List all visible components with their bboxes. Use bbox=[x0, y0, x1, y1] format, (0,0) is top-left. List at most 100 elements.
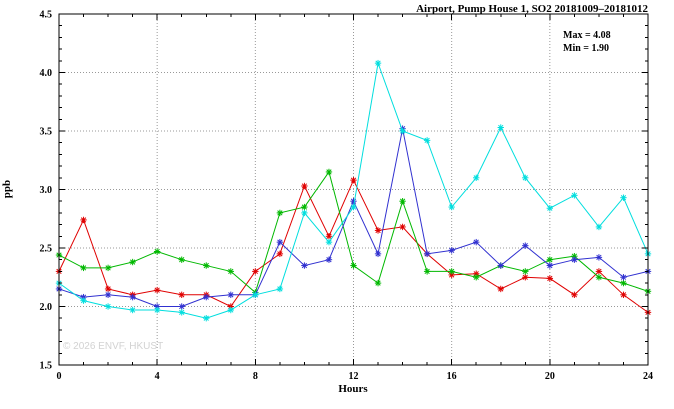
data-point-marker bbox=[571, 292, 578, 298]
data-point-marker bbox=[326, 257, 332, 263]
chart-stats-annotation: Max = 4.08 Min = 1.90 bbox=[563, 29, 611, 55]
x-tick-label: 24 bbox=[643, 371, 653, 382]
data-point-marker bbox=[80, 217, 87, 223]
data-point-marker bbox=[277, 210, 283, 216]
data-point-marker bbox=[473, 175, 479, 181]
data-point-marker bbox=[449, 268, 455, 275]
data-point-marker bbox=[449, 204, 455, 210]
data-point-marker bbox=[277, 239, 283, 245]
data-point-marker bbox=[129, 294, 136, 300]
data-point-marker bbox=[179, 309, 185, 316]
data-point-marker bbox=[620, 195, 627, 201]
green-series-line bbox=[58, 170, 649, 294]
data-point-marker bbox=[424, 137, 430, 144]
annotation-max: Max = 4.08 bbox=[563, 30, 611, 41]
y-tick-label: 2.5 bbox=[40, 244, 53, 255]
data-point-marker bbox=[571, 192, 578, 199]
data-point-marker bbox=[129, 307, 136, 313]
data-point-marker bbox=[179, 257, 185, 263]
watermark: © 2026 ENVF, HKUST bbox=[63, 341, 164, 352]
x-axis-label: Hours bbox=[338, 383, 368, 395]
data-point-marker bbox=[596, 254, 602, 261]
data-point-marker bbox=[350, 204, 357, 210]
y-tick-label: 2.0 bbox=[40, 302, 53, 313]
y-tick-label: 1.5 bbox=[40, 361, 53, 372]
data-point-marker bbox=[301, 210, 308, 216]
data-point-marker bbox=[547, 275, 553, 282]
data-point-marker bbox=[571, 257, 578, 263]
y-tick-label: 3.0 bbox=[40, 185, 53, 196]
data-point-marker bbox=[399, 128, 406, 134]
y-tick-label: 3.5 bbox=[40, 127, 53, 138]
data-point-marker bbox=[277, 286, 283, 292]
data-point-marker bbox=[522, 274, 528, 280]
data-point-marker bbox=[301, 183, 308, 189]
data-point-marker bbox=[301, 262, 308, 269]
y-axis-label: ppb bbox=[1, 179, 13, 199]
data-point-marker bbox=[596, 224, 602, 230]
annotation-min: Min = 1.90 bbox=[563, 43, 609, 54]
data-point-marker bbox=[547, 205, 553, 211]
data-point-marker bbox=[203, 315, 209, 321]
data-point-marker bbox=[498, 286, 504, 292]
data-point-marker bbox=[375, 60, 381, 66]
x-tick-label: 0 bbox=[57, 371, 62, 382]
data-point-marker bbox=[596, 274, 602, 280]
data-point-marker bbox=[473, 274, 479, 280]
data-point-marker bbox=[154, 248, 160, 255]
data-point-marker bbox=[350, 177, 357, 183]
y-tick-label: 4.5 bbox=[40, 10, 53, 21]
data-point-marker bbox=[252, 268, 258, 275]
data-point-marker bbox=[498, 124, 504, 131]
data-point-marker bbox=[620, 274, 627, 280]
data-point-marker bbox=[424, 251, 430, 257]
data-point-marker bbox=[179, 303, 185, 310]
data-point-marker bbox=[620, 280, 627, 286]
data-point-marker bbox=[203, 262, 209, 269]
data-point-marker bbox=[129, 259, 136, 265]
data-point-marker bbox=[620, 292, 627, 298]
data-point-marker bbox=[547, 262, 553, 269]
data-point-marker bbox=[522, 268, 528, 275]
data-point-marker bbox=[105, 286, 111, 292]
data-point-marker bbox=[326, 233, 332, 239]
x-tick-label: 12 bbox=[349, 371, 359, 382]
data-point-marker bbox=[596, 268, 602, 275]
x-tick-label: 8 bbox=[253, 371, 258, 382]
data-point-marker bbox=[179, 292, 185, 298]
data-point-marker bbox=[228, 292, 234, 298]
data-point-marker bbox=[375, 251, 381, 257]
data-point-marker bbox=[424, 268, 430, 275]
data-point-marker bbox=[522, 243, 528, 249]
data-point-marker bbox=[350, 262, 357, 269]
data-point-marker bbox=[105, 292, 111, 298]
x-tick-label: 16 bbox=[447, 371, 457, 382]
data-point-marker bbox=[252, 292, 258, 298]
x-tick-label: 20 bbox=[545, 371, 555, 382]
data-point-marker bbox=[80, 297, 87, 304]
data-point-marker bbox=[399, 198, 406, 204]
y-tick-label: 4.0 bbox=[40, 68, 53, 79]
data-point-marker bbox=[449, 247, 455, 253]
data-point-marker bbox=[301, 204, 308, 210]
data-point-marker bbox=[203, 294, 209, 300]
data-point-marker bbox=[326, 239, 332, 245]
x-tick-label: 4 bbox=[155, 371, 160, 382]
data-point-marker bbox=[473, 239, 479, 245]
data-point-marker bbox=[498, 262, 504, 269]
data-point-marker bbox=[154, 307, 160, 313]
data-point-marker bbox=[228, 268, 234, 275]
data-point-marker bbox=[399, 224, 406, 230]
data-point-marker bbox=[105, 303, 111, 310]
data-point-marker bbox=[105, 265, 111, 271]
data-point-marker bbox=[80, 265, 87, 271]
data-point-marker bbox=[375, 280, 381, 286]
data-point-marker bbox=[228, 307, 234, 313]
data-point-marker bbox=[154, 287, 160, 293]
data-point-marker bbox=[375, 227, 381, 234]
chart-title: Airport, Pump House 1, SO2 20181009–2018… bbox=[416, 3, 648, 15]
data-point-marker bbox=[547, 257, 553, 263]
data-point-marker bbox=[277, 251, 283, 257]
